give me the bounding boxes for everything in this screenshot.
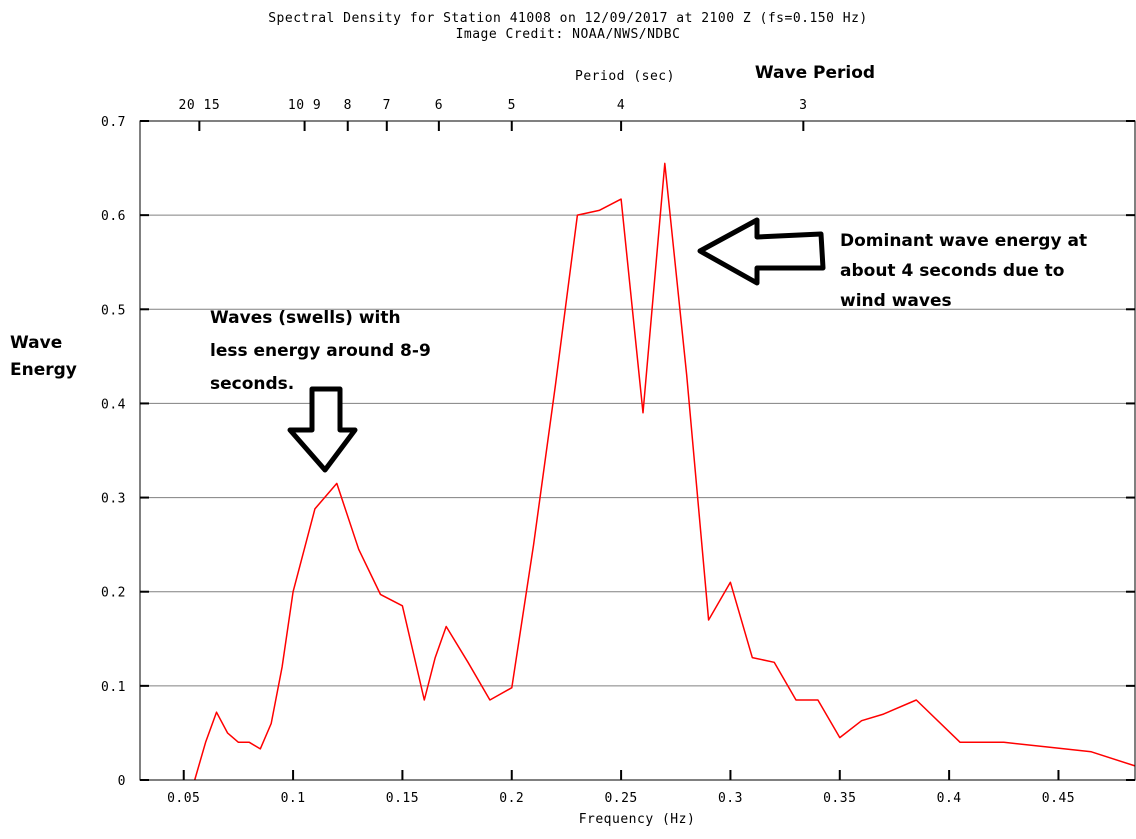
wave-period-annotation: Wave Period	[755, 63, 875, 83]
y-label-line2: Energy	[10, 360, 77, 380]
period-tick-label: 4	[617, 98, 625, 113]
y-tick-label: 0.2	[101, 586, 126, 601]
period-tick-label: 3	[799, 98, 807, 113]
period-tick-label: 10 9	[288, 98, 321, 113]
y-label-line1: Wave	[10, 333, 62, 353]
left-arrow-icon	[697, 217, 826, 286]
dominant-annotation: Dominant wave energy at about 4 seconds …	[840, 231, 1087, 311]
chart-title: Spectral Density for Station 41008 on 12…	[268, 11, 868, 26]
swell-annotation: Waves (swells) with less energy around 8…	[210, 308, 431, 394]
period-tick-label: 6	[435, 98, 443, 113]
y-tick-label: 0.3	[101, 492, 126, 507]
x-tick-label: 0.15	[386, 791, 419, 806]
x-tick-label: 0.2	[499, 791, 524, 806]
y-tick-label: 0.7	[101, 115, 126, 130]
dominant-line-3: wind waves	[840, 291, 952, 311]
chart-subtitle: Image Credit: NOAA/NWS/NDBC	[456, 27, 681, 42]
x-tick-label: 0.4	[937, 791, 962, 806]
swell-line-1: Waves (swells) with	[210, 308, 401, 328]
spectral-density-line	[193, 162, 1136, 781]
swell-line-3: seconds.	[210, 374, 294, 394]
ticks-layer: 0 0.1 0.2 0.3 0.4 0.5 0.6 0.7 0.05 0.1 0.15 0.2 0.25…	[101, 98, 1135, 806]
y-tick-label: 0.1	[101, 680, 126, 695]
series-layer	[193, 162, 1136, 781]
x-tick-label: 0.1	[281, 791, 306, 806]
down-arrow-icon	[287, 386, 358, 473]
period-tick-label: 5	[508, 98, 516, 113]
dominant-line-2: about 4 seconds due to	[840, 261, 1064, 281]
period-tick-label: 7	[383, 98, 391, 113]
y-tick-label: 0.4	[101, 397, 126, 412]
swell-line-2: less energy around 8-9	[210, 341, 431, 361]
x-tick-label: 0.35	[823, 791, 856, 806]
period-tick-label: 20 15	[179, 98, 221, 113]
y-tick-label: 0	[118, 774, 126, 789]
x-tick-label: 0.3	[718, 791, 743, 806]
x-axis-label: Frequency (Hz)	[579, 812, 696, 827]
x-tick-label: 0.45	[1042, 791, 1075, 806]
y-tick-label: 0.6	[101, 209, 126, 224]
x-tick-label: 0.05	[167, 791, 200, 806]
grid-layer	[140, 214, 1135, 687]
plot-frame	[139, 120, 1136, 781]
x-tick-label: 0.25	[604, 791, 637, 806]
period-tick-label: 8	[344, 98, 352, 113]
y-tick-label: 0.5	[101, 303, 126, 318]
period-axis-label: Period (sec)	[575, 69, 675, 84]
dominant-line-1: Dominant wave energy at	[840, 231, 1087, 251]
